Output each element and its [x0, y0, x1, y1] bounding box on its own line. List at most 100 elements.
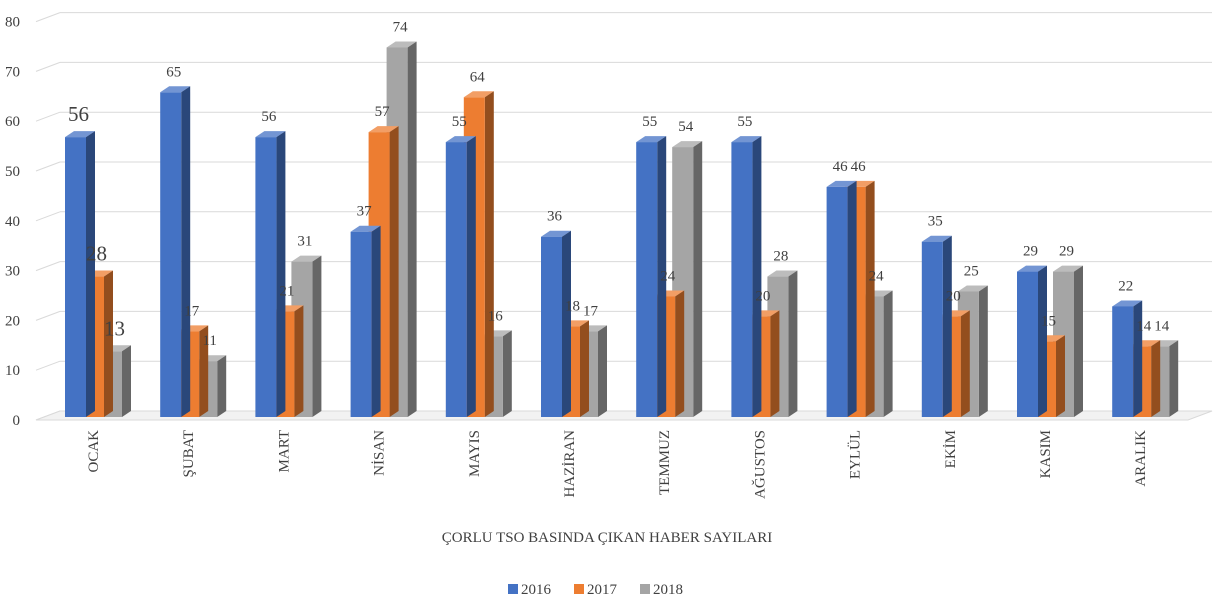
bar-2016 — [350, 225, 381, 417]
bar-top-face — [350, 225, 381, 232]
bar-side-face — [942, 235, 952, 417]
bar-top-face — [65, 131, 95, 138]
bar-top-face — [1112, 300, 1143, 307]
gridline-depth — [35, 360, 61, 371]
bar-top-face — [672, 141, 703, 148]
data-label: 24 — [869, 268, 885, 284]
x-category-label: AĞUSTOS — [751, 430, 768, 499]
bar-top-face — [541, 230, 571, 237]
x-category-label: TEMMUZ — [657, 430, 673, 495]
bar-side-face — [960, 310, 970, 417]
legend-item: 2016 — [508, 582, 552, 598]
data-label: 55 — [452, 114, 467, 130]
data-label: 46 — [833, 159, 849, 175]
legend-swatch — [574, 584, 584, 594]
bars — [65, 41, 1179, 418]
bar-2016 — [826, 180, 857, 417]
bar-front-face — [160, 92, 182, 418]
legend-swatch — [640, 584, 650, 594]
bar-2016 — [255, 131, 286, 417]
x-category-label: ŞUBAT — [181, 430, 197, 478]
bar-side-face — [1038, 265, 1047, 417]
bar-side-face — [675, 290, 685, 417]
gridlines — [35, 12, 1213, 421]
bar-side-face — [104, 270, 113, 417]
bar-side-face — [865, 180, 875, 417]
data-label: 28 — [773, 249, 788, 265]
bar-front-face — [826, 186, 848, 417]
x-category-label: HAZİRAN — [562, 430, 578, 498]
y-tick-label: 40 — [5, 214, 20, 230]
bar-side-face — [1133, 300, 1143, 417]
bar-side-face — [883, 290, 893, 417]
y-tick-label: 70 — [5, 64, 20, 80]
data-label: 11 — [202, 333, 216, 349]
data-label: 46 — [851, 159, 867, 175]
x-axis-title: ÇORLU TSO BASINDA ÇIKAN HABER SAYILARI — [442, 530, 772, 546]
bar-side-face — [1074, 265, 1083, 417]
data-label: 29 — [1023, 244, 1038, 260]
bar-top-face — [957, 285, 988, 292]
bar-side-face — [978, 285, 988, 417]
gridline-depth — [35, 12, 61, 23]
bar-top-face — [731, 136, 762, 143]
bar-side-face — [389, 126, 399, 417]
x-category-label: EYLÜL — [847, 430, 864, 479]
bar-side-face — [181, 86, 191, 418]
bar-side-face — [276, 131, 286, 417]
bar-side-face — [407, 41, 417, 417]
legend-item: 2018 — [640, 582, 683, 598]
bar-side-face — [770, 310, 780, 417]
data-label: 56 — [261, 109, 277, 125]
bar-side-face — [484, 91, 494, 417]
x-category-label: KASIM — [1038, 430, 1054, 478]
data-label: 22 — [1118, 278, 1133, 294]
bar-side-face — [847, 180, 857, 417]
chart-floor — [35, 410, 1213, 421]
y-tick-label: 50 — [5, 164, 20, 180]
bar-side-face — [371, 225, 381, 417]
bar-top-face — [386, 41, 417, 48]
x-category-label: NİSAN — [372, 430, 388, 476]
bar-side-face — [86, 131, 95, 417]
data-label: 17 — [583, 303, 599, 319]
legend-item: 2017 — [574, 582, 618, 598]
gridline-depth — [35, 261, 61, 272]
bar-top-face — [921, 235, 952, 242]
bar-front-face — [350, 231, 372, 417]
gridline-depth — [35, 310, 61, 321]
legend-label: 2017 — [587, 582, 618, 598]
bar-front-face — [921, 241, 943, 417]
bar-top-face — [368, 126, 399, 133]
bar-side-face — [312, 255, 322, 417]
data-label: 56 — [68, 102, 89, 126]
data-label: 24 — [660, 268, 676, 284]
bar-top-face — [1053, 265, 1083, 272]
legend-swatch — [508, 584, 518, 594]
data-label: 64 — [470, 69, 486, 85]
y-tick-label: 60 — [5, 114, 20, 130]
gridline-depth — [35, 111, 61, 122]
gridline-depth — [35, 211, 61, 222]
y-axis-ticks: 0 10 20 30 40 50 60 70 80 — [5, 15, 20, 429]
bar-side-face — [580, 320, 589, 417]
legend-label: 2018 — [653, 582, 683, 598]
bar-side-face — [752, 136, 762, 417]
bar-side-face — [217, 355, 227, 417]
bar-side-face — [122, 345, 131, 417]
data-label: 13 — [104, 316, 125, 340]
data-label: 54 — [678, 119, 694, 135]
bar-front-face — [1017, 271, 1038, 417]
bar-top-face — [767, 270, 798, 277]
x-category-label: MAYIS — [467, 430, 483, 477]
x-category-label: ARALIK — [1133, 430, 1149, 487]
bar-top-face — [255, 131, 286, 138]
data-label: 74 — [393, 19, 409, 35]
bar-top-face — [160, 86, 191, 93]
bar-side-face — [199, 325, 209, 417]
data-label: 55 — [642, 114, 657, 130]
bar-2016 — [445, 136, 476, 417]
data-label: 37 — [357, 204, 373, 220]
